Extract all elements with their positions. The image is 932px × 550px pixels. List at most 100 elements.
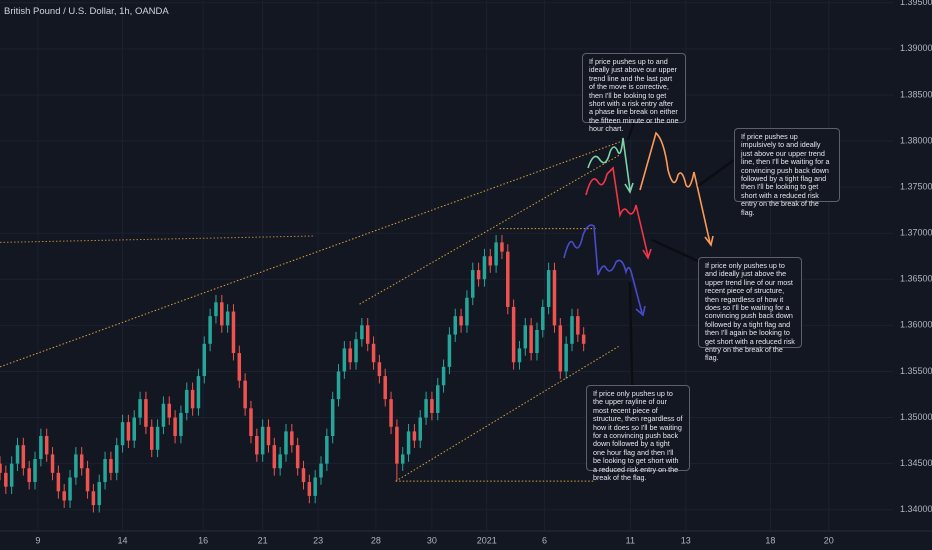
candle-body: [272, 445, 277, 469]
candle-body: [44, 435, 49, 455]
candle-body: [295, 445, 300, 469]
red-projection: [585, 166, 649, 257]
candle-body: [506, 251, 510, 307]
candle-body: [377, 362, 382, 377]
candle-body: [389, 399, 393, 427]
trend-line: [359, 154, 621, 305]
drawings: [0, 141, 621, 482]
axes: 1.34000 1.34500 1.35000 1.35500 1.36000 1.365…: [35, 0, 932, 545]
candle-body: [471, 270, 475, 298]
candle-body: [307, 482, 312, 496]
y-tick-label: 1.35500: [900, 366, 932, 376]
candle-body: [523, 325, 528, 349]
candle-body: [249, 408, 253, 436]
candle-body: [9, 463, 14, 487]
candle-body: [173, 417, 177, 436]
orange-arrowhead: [704, 235, 714, 247]
candle-body: [529, 325, 533, 354]
candle-body: [132, 417, 136, 441]
candle-body: [465, 297, 469, 326]
candle-body: [109, 459, 113, 473]
trend-line: [0, 235, 316, 243]
x-tick-label: 14: [118, 535, 128, 545]
x-tick-label: 30: [427, 535, 437, 545]
candle-body: [325, 435, 329, 464]
green-arrowhead: [624, 182, 634, 194]
candles: [0, 235, 586, 513]
candle-body: [365, 325, 370, 344]
red-arrowhead: [642, 248, 652, 260]
y-tick-label: 1.39500: [900, 0, 932, 7]
candle-body: [214, 302, 218, 317]
candle-body: [441, 366, 446, 386]
candle-body: [319, 463, 323, 478]
candle-body: [552, 270, 557, 326]
candle-body: [284, 431, 288, 455]
y-tick-label: 1.38500: [900, 89, 932, 99]
candle-body: [15, 445, 20, 464]
candle-body: [570, 316, 574, 344]
candle-body: [330, 399, 335, 436]
y-tick-label: 1.36500: [900, 274, 932, 284]
candle-body: [546, 270, 551, 307]
purple-arrowhead: [635, 305, 646, 317]
y-tick-label: 1.38000: [900, 135, 932, 145]
pointer: [628, 281, 634, 386]
candle-body: [0, 463, 2, 473]
chart-title: British Pound / U.S. Dollar, 1h, OANDA: [4, 6, 169, 17]
candle-body: [243, 380, 247, 409]
x-tick-label: 9: [35, 535, 40, 545]
candle-body: [558, 325, 563, 372]
candle-body: [482, 256, 487, 280]
candle-body: [114, 445, 119, 473]
candle-body: [97, 482, 101, 506]
y-tick-label: 1.35000: [900, 412, 932, 422]
candle-body: [255, 435, 259, 455]
candle-body: [126, 422, 131, 441]
candle-body: [150, 426, 154, 450]
x-tick-label: 18: [765, 535, 775, 545]
candle-body: [85, 468, 90, 492]
x-tick-label: 6: [542, 535, 547, 545]
trend-line: [0, 141, 621, 368]
candle-body: [103, 459, 107, 483]
candle-body: [412, 431, 417, 441]
projections: [563, 131, 714, 317]
x-tick-label: 16: [198, 535, 208, 545]
candle-body: [225, 311, 230, 326]
candle-body: [144, 399, 148, 427]
candle-body: [371, 343, 376, 363]
y-tick-label: 1.39000: [900, 43, 932, 53]
annotation: If price pushes up to and ideally just a…: [582, 53, 686, 133]
candle-body: [4, 472, 8, 487]
candle-body: [576, 316, 580, 335]
x-tick-label: 2021: [477, 535, 497, 545]
y-tick-label: 1.37500: [900, 181, 932, 191]
candle-body: [138, 399, 142, 418]
candle-body: [74, 454, 78, 478]
y-tick-label: 1.36000: [900, 320, 932, 330]
candle-body: [220, 302, 224, 326]
candle-body: [424, 399, 428, 418]
candle-body: [476, 270, 481, 280]
annotation: If price only pushes up to and ideally j…: [698, 257, 802, 362]
candle-body: [237, 353, 242, 381]
candle-body: [383, 376, 387, 400]
x-tick-label: 20: [824, 535, 834, 545]
candle-body: [494, 242, 498, 266]
candle-body: [266, 426, 271, 446]
candle-body: [21, 445, 26, 469]
trend-line: [395, 345, 621, 482]
green-projection: [587, 137, 631, 191]
candle-body: [56, 472, 61, 492]
candle-body: [354, 339, 358, 363]
candle-body: [430, 399, 434, 413]
candle-body: [120, 422, 125, 446]
pointer: [626, 121, 636, 141]
candle-body: [179, 412, 183, 436]
candle-body: [447, 334, 452, 367]
pointers: [626, 121, 735, 386]
y-tick-label: 1.37000: [900, 228, 932, 238]
x-tick-label: 21: [258, 535, 268, 545]
candle-body: [208, 316, 212, 344]
